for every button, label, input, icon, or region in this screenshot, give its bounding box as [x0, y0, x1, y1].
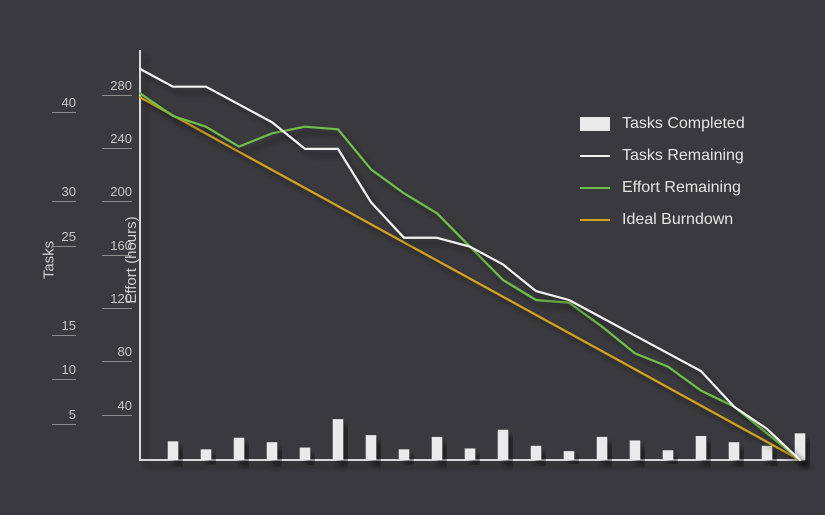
bar-tasks-completed: [201, 449, 212, 460]
axis-tick-underline: [102, 415, 132, 416]
axis-tick-underline: [52, 112, 76, 113]
legend-item-tasks-completed: Tasks Completed: [580, 115, 745, 133]
bar-tasks-completed: [300, 448, 311, 460]
axis-tick-label: 200: [102, 184, 132, 199]
bar-tasks-completed: [465, 448, 476, 460]
bar-tasks-completed: [564, 451, 575, 460]
axis-tick-label: 160: [102, 238, 132, 253]
legend-swatch-line: [580, 219, 610, 221]
bar-tasks-completed: [630, 440, 641, 460]
bar-tasks-completed: [399, 449, 410, 460]
bar-tasks-completed: [597, 437, 608, 460]
bar-tasks-completed: [366, 435, 377, 460]
legend-swatch-line: [580, 187, 610, 189]
bar-tasks-completed: [663, 450, 674, 460]
legend-label: Effort Remaining: [622, 179, 741, 197]
legend-item-ideal-burndown: Ideal Burndown: [580, 211, 745, 229]
bar-tasks-completed: [531, 446, 542, 460]
bar-tasks-completed: [432, 437, 443, 460]
axis-tick-underline: [52, 379, 76, 380]
axis-tick-underline: [52, 246, 76, 247]
burndown-chart: Tasks Effort (hours) 4080120160200240280…: [0, 0, 825, 515]
axis-tick-underline: [102, 308, 132, 309]
legend-label: Ideal Burndown: [622, 211, 733, 229]
axis-tick-underline: [52, 335, 76, 336]
axis-tick-underline: [52, 201, 76, 202]
legend-swatch-bar: [580, 117, 610, 131]
axis-tick-label: 30: [52, 184, 76, 199]
bar-tasks-completed: [729, 442, 740, 460]
axis-tick-label: 120: [102, 291, 132, 306]
legend-label: Tasks Completed: [622, 115, 745, 133]
axis-tick-label: 280: [102, 78, 132, 93]
legend: Tasks Completed Tasks Remaining Effort R…: [580, 115, 745, 243]
legend-swatch-line: [580, 155, 610, 157]
bar-tasks-completed: [168, 441, 179, 460]
bar-tasks-completed: [762, 446, 773, 460]
axis-tick-label: 5: [52, 407, 76, 422]
bar-tasks-completed: [333, 419, 344, 460]
axis-tick-underline: [102, 361, 132, 362]
bar-tasks-completed: [234, 438, 245, 460]
legend-label: Tasks Remaining: [622, 147, 744, 165]
axis-tick-label: 80: [102, 344, 132, 359]
axis-tick-label: 40: [52, 95, 76, 110]
axis-tick-underline: [102, 201, 132, 202]
legend-item-effort-remaining: Effort Remaining: [580, 179, 745, 197]
axis-tick-underline: [102, 95, 132, 96]
axis-tick-label: 40: [102, 398, 132, 413]
axis-tick-label: 240: [102, 131, 132, 146]
bar-tasks-completed: [498, 430, 509, 460]
axis-tick-underline: [102, 148, 132, 149]
axis-tick-label: 25: [52, 229, 76, 244]
axis-tick-underline: [102, 255, 132, 256]
axis-tick-underline: [52, 424, 76, 425]
axis-tick-label: 15: [52, 318, 76, 333]
bar-tasks-completed: [267, 442, 278, 460]
bar-tasks-completed: [696, 436, 707, 460]
legend-item-tasks-remaining: Tasks Remaining: [580, 147, 745, 165]
axis-tick-label: 10: [52, 362, 76, 377]
